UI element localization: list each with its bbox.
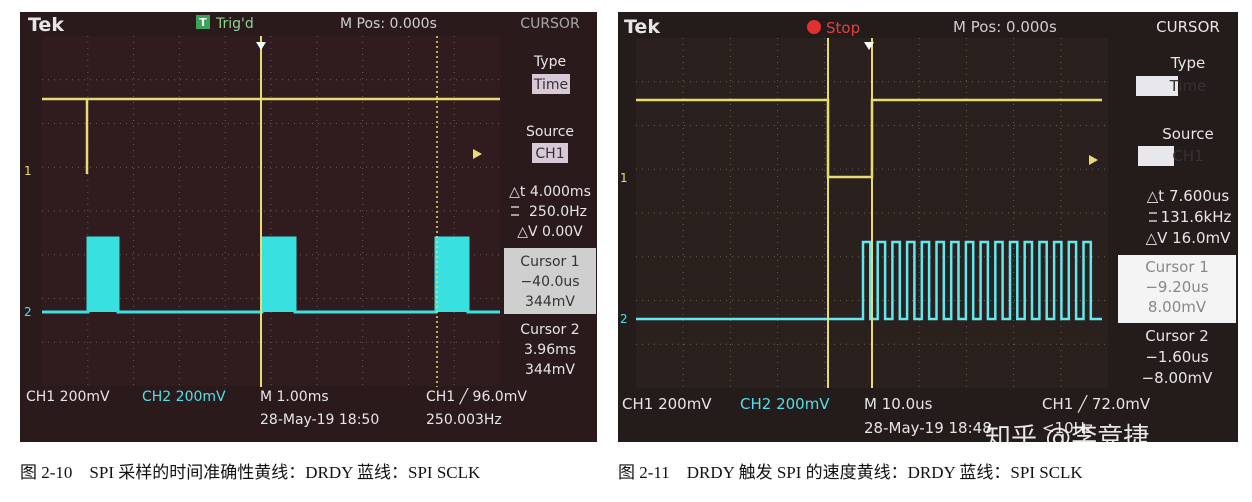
ch1-marker: 1 (620, 171, 628, 185)
stop-indicator (807, 20, 821, 34)
grid (636, 38, 1108, 388)
cursor1-time: −9.20us (1145, 278, 1208, 296)
inverse-delta-t: 131.6kHz (1161, 208, 1232, 226)
cursor2-volt: −8.00mV (1142, 369, 1214, 387)
source-value: CH1 (1172, 147, 1203, 165)
source-value: CH1 (535, 146, 564, 162)
highlight-box (532, 143, 568, 163)
ch1-marker: 1 (24, 164, 32, 178)
trig-badge-bg (196, 15, 210, 29)
timebase: M 1.00ms (260, 389, 329, 405)
datetime: 28-May-19 18:50 (260, 412, 379, 428)
source-label: Source (526, 124, 574, 140)
frequency: <10Hz (1042, 419, 1093, 437)
ch2-marker: 2 (24, 305, 32, 319)
fraction-glyph (511, 206, 519, 216)
type-value: Time (1169, 77, 1207, 95)
ch2-pulse-fill (88, 238, 468, 312)
delta-t: △t 7.600us (1147, 187, 1230, 205)
ch1-waveform (42, 97, 500, 174)
cursor2-time: −1.60us (1145, 348, 1208, 366)
cursor2-time: 3.96ms (524, 342, 576, 358)
ch2-waveform (636, 240, 1102, 321)
type-value: Time (533, 77, 568, 93)
trigger-level (473, 149, 482, 159)
menu: CURSOR (1156, 18, 1220, 36)
source-label: Source (1162, 125, 1214, 143)
type-label: Type (533, 54, 566, 70)
trigger-position (256, 42, 266, 50)
caption: 图 2-11 DRDY 触发 SPI 的速度黄线：DRDY 蓝线：SPI SCL… (618, 463, 1083, 482)
ch1-scale: CH1 200mV (26, 389, 110, 405)
brand: Tek (624, 16, 660, 38)
cursor1-volt: 344mV (525, 294, 575, 310)
cursor1-volt: 8.00mV (1148, 298, 1207, 316)
caption: 图 2-10 SPI 采样的时间准确性黄线：DRDY 蓝线：SPI SCLK (20, 463, 481, 482)
trigger-badge: T (199, 16, 207, 29)
trigger: CH1 ╱ 96.0mV (426, 388, 527, 405)
scope-screen: Tek T Trig'd M Pos: 0.000s CURSOR Type Time Sou… (20, 12, 597, 442)
brand: Tek (28, 14, 64, 36)
menu: CURSOR (520, 16, 580, 32)
cursor1-label: Cursor 1 (1145, 258, 1209, 276)
delta-v: △V 16.0mV (1146, 229, 1232, 247)
status: Trig'd (215, 16, 254, 32)
cursor1-time: −40.0us (520, 274, 579, 290)
watermark: 知乎 @李竞捷 (985, 423, 1149, 453)
timebase: M 10.0us (864, 395, 933, 413)
ch2-marker: 2 (620, 312, 628, 326)
inverse-delta-t: 250.0Hz (529, 204, 587, 220)
cursor-box (1118, 255, 1236, 323)
highlight-box (532, 74, 570, 94)
highlight-box (1136, 76, 1178, 96)
delta-t: △t 4.000ms (509, 184, 591, 200)
trigger-position (864, 42, 874, 50)
ch2-scale: CH2 200mV (142, 389, 226, 405)
highlight-box (1138, 146, 1174, 166)
cursor2-volt: 344mV (525, 362, 575, 378)
delta-v: △V 0.00V (517, 224, 583, 240)
ch2-scale: CH2 200mV (740, 395, 830, 413)
type-label: Type (1170, 54, 1205, 72)
cursor-box (504, 248, 596, 314)
cursor2-label: Cursor 2 (520, 322, 579, 338)
fraction-glyph (1149, 212, 1157, 222)
trigger: CH1 ╱ 72.0mV (1042, 395, 1151, 413)
datetime: 28-May-19 18:48 (864, 419, 992, 437)
ch1-scale: CH1 200mV (622, 395, 712, 413)
frequency: 250.003Hz (426, 412, 502, 428)
cursor2-label: Cursor 2 (1145, 327, 1209, 345)
status: Stop (826, 19, 860, 37)
position: M Pos: 0.000s (953, 18, 1057, 36)
trigger-level (1089, 155, 1098, 165)
position: M Pos: 0.000s (340, 16, 437, 32)
scope-screen: Tek Stop M Pos: 0.000s CURSOR Type Time Source… (618, 12, 1238, 442)
cursor1-label: Cursor 1 (520, 254, 579, 270)
ch1-waveform (636, 98, 1102, 179)
